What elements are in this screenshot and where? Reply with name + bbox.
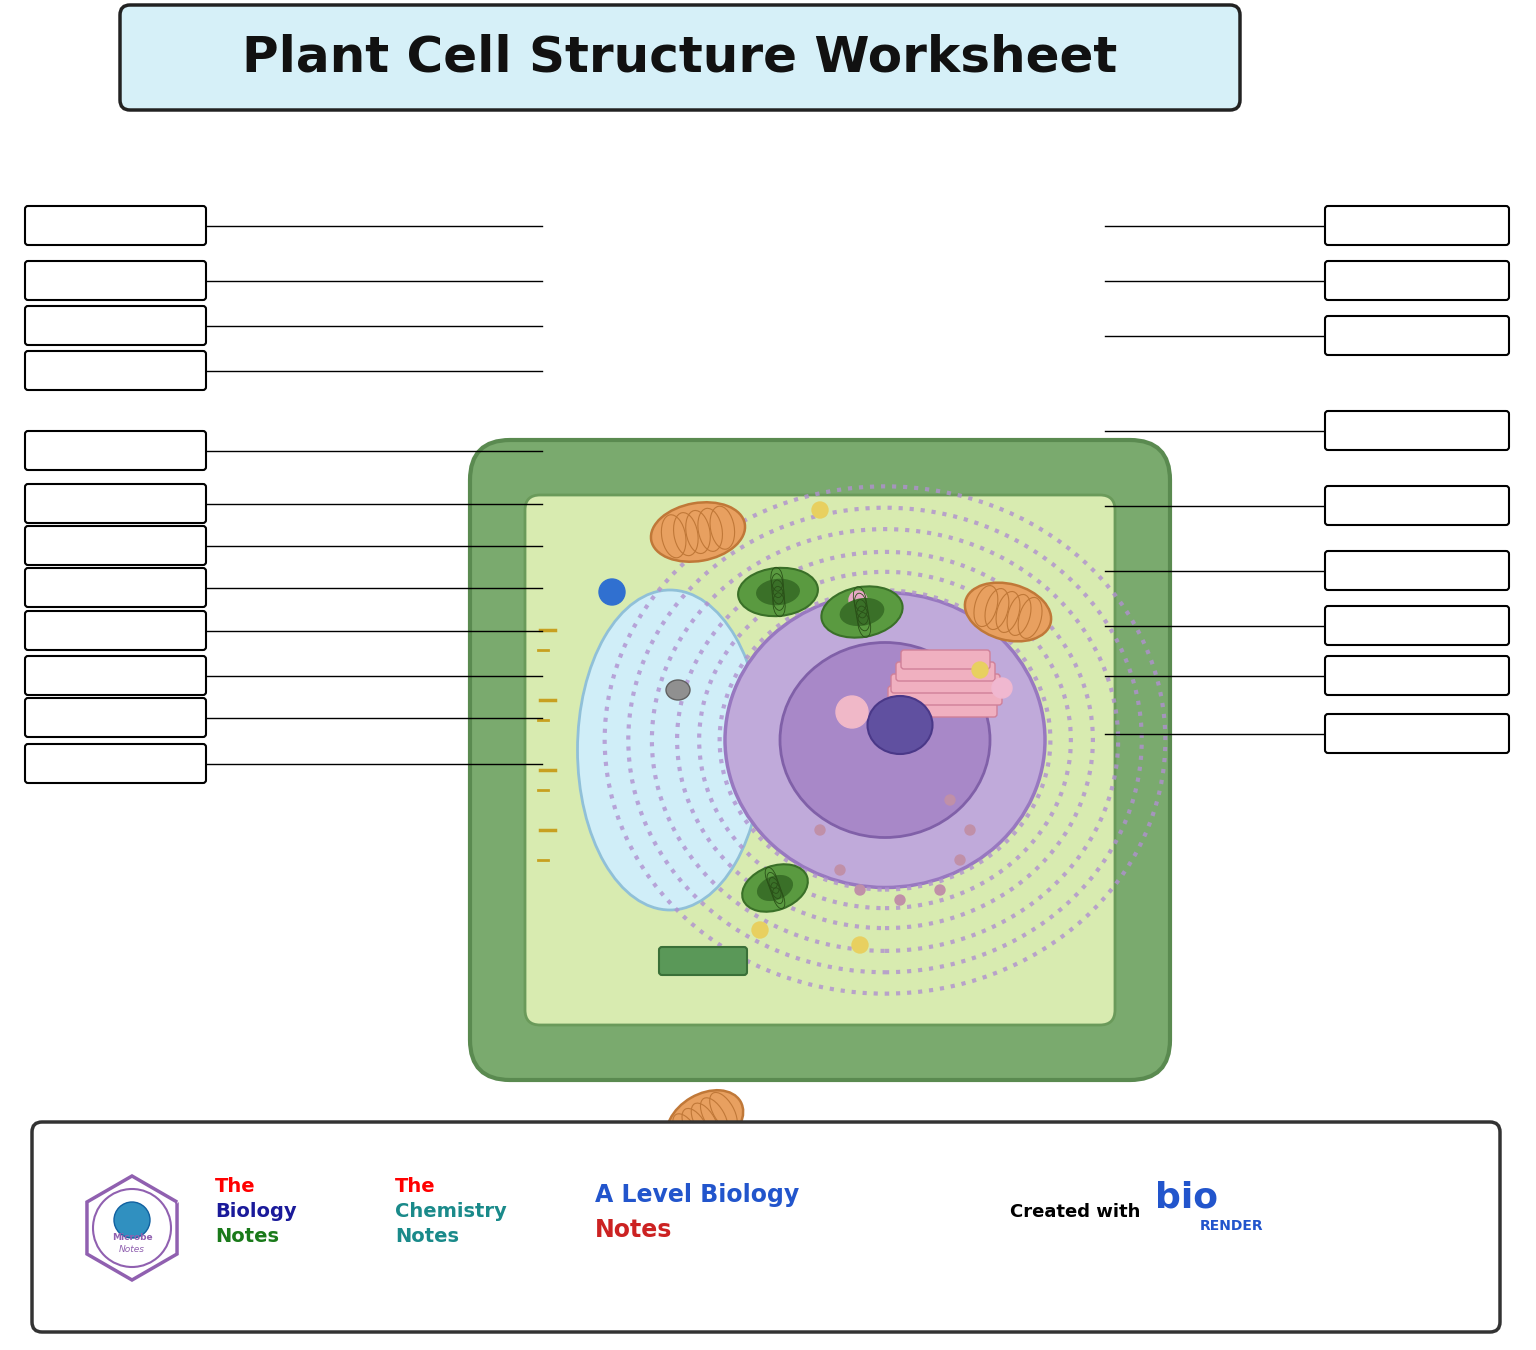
Ellipse shape (725, 593, 1044, 887)
FancyBboxPatch shape (25, 568, 206, 608)
FancyBboxPatch shape (470, 440, 1170, 1080)
Text: The: The (395, 1177, 436, 1196)
FancyBboxPatch shape (25, 612, 206, 649)
Text: RENDER: RENDER (1200, 1219, 1264, 1233)
Polygon shape (88, 1176, 177, 1280)
FancyBboxPatch shape (25, 698, 206, 737)
Ellipse shape (667, 680, 690, 701)
Circle shape (992, 678, 1012, 698)
FancyBboxPatch shape (1326, 261, 1508, 300)
Circle shape (852, 937, 868, 953)
FancyBboxPatch shape (902, 649, 991, 670)
Circle shape (813, 502, 828, 518)
FancyBboxPatch shape (25, 485, 206, 522)
Ellipse shape (651, 502, 745, 562)
FancyBboxPatch shape (32, 1122, 1501, 1332)
FancyBboxPatch shape (659, 946, 746, 975)
FancyBboxPatch shape (1326, 410, 1508, 450)
Text: Notes: Notes (215, 1227, 280, 1246)
Text: Biology: Biology (215, 1202, 296, 1220)
Text: Created with: Created with (1011, 1203, 1140, 1220)
FancyBboxPatch shape (25, 744, 206, 783)
FancyBboxPatch shape (1326, 656, 1508, 695)
Circle shape (849, 591, 866, 609)
FancyBboxPatch shape (525, 495, 1115, 1025)
Ellipse shape (965, 583, 1051, 641)
FancyBboxPatch shape (1326, 714, 1508, 753)
Circle shape (935, 886, 945, 895)
Ellipse shape (739, 568, 817, 616)
Ellipse shape (868, 697, 932, 755)
Circle shape (727, 952, 743, 968)
Circle shape (599, 579, 625, 605)
FancyBboxPatch shape (25, 526, 206, 566)
Circle shape (972, 662, 988, 678)
FancyBboxPatch shape (25, 261, 206, 300)
Text: Notes: Notes (594, 1218, 673, 1242)
Text: Chemistry: Chemistry (395, 1202, 507, 1220)
FancyBboxPatch shape (1326, 207, 1508, 244)
Ellipse shape (780, 643, 991, 837)
Circle shape (856, 886, 865, 895)
FancyBboxPatch shape (891, 674, 1000, 693)
FancyBboxPatch shape (120, 5, 1240, 109)
FancyBboxPatch shape (25, 306, 206, 346)
Text: Microbe: Microbe (112, 1233, 152, 1242)
Text: Plant Cell Structure Worksheet: Plant Cell Structure Worksheet (243, 34, 1118, 82)
FancyBboxPatch shape (892, 698, 997, 717)
Ellipse shape (822, 586, 903, 637)
Ellipse shape (742, 864, 808, 911)
Text: A Level Biology: A Level Biology (594, 1183, 799, 1207)
Ellipse shape (757, 875, 793, 900)
Circle shape (94, 1189, 170, 1268)
FancyBboxPatch shape (1326, 551, 1508, 590)
Text: Notes: Notes (118, 1245, 144, 1254)
Circle shape (895, 895, 905, 905)
Ellipse shape (840, 598, 885, 626)
FancyBboxPatch shape (25, 656, 206, 695)
Ellipse shape (578, 590, 762, 910)
FancyBboxPatch shape (25, 207, 206, 244)
Ellipse shape (756, 579, 800, 605)
FancyBboxPatch shape (1326, 606, 1508, 645)
Circle shape (836, 865, 845, 875)
Circle shape (753, 922, 768, 938)
Text: The: The (215, 1177, 255, 1196)
Circle shape (816, 825, 825, 836)
FancyBboxPatch shape (25, 431, 206, 470)
FancyBboxPatch shape (895, 662, 995, 680)
FancyBboxPatch shape (888, 686, 1001, 705)
Circle shape (114, 1202, 151, 1238)
FancyBboxPatch shape (25, 351, 206, 390)
Ellipse shape (667, 1091, 743, 1154)
Circle shape (945, 795, 955, 805)
Text: bio: bio (1155, 1180, 1218, 1214)
Text: Notes: Notes (395, 1227, 459, 1246)
FancyBboxPatch shape (1326, 316, 1508, 355)
Circle shape (955, 855, 965, 865)
Circle shape (965, 825, 975, 836)
FancyBboxPatch shape (1326, 486, 1508, 525)
Circle shape (836, 697, 868, 728)
